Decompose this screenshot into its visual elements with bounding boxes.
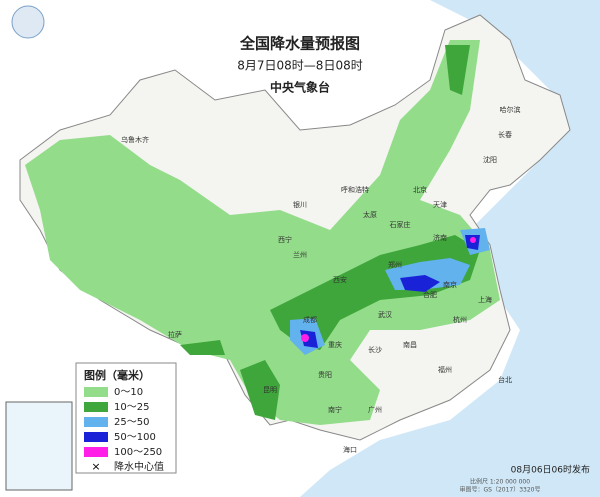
subtitle: 8月7日08时—8日08时 <box>237 59 362 73</box>
rain-25-50 <box>290 228 490 355</box>
legend-swatch <box>84 432 108 442</box>
legend-label: 10～25 <box>114 402 149 413</box>
city-label: 北京 <box>413 185 427 194</box>
rain-100-250 <box>470 237 476 243</box>
city-label: 沈阳 <box>483 155 497 164</box>
city-label: 武汉 <box>378 310 392 319</box>
title: 全国降水量预报图 <box>239 35 360 53</box>
agency: 中央气象台 <box>270 80 330 95</box>
issued-time: 08月06日06时发布 <box>511 464 590 476</box>
city-label: 银川 <box>293 200 307 209</box>
legend-label: 25～50 <box>114 417 149 428</box>
city-label: 重庆 <box>328 340 342 349</box>
legend-label: 降水中心值 <box>114 460 164 473</box>
city-label: 石家庄 <box>390 220 411 229</box>
city-label: 成都 <box>303 315 317 324</box>
legend-label: 50～100 <box>114 432 156 443</box>
city-label: 南京 <box>443 280 457 289</box>
legend-swatch <box>84 447 108 457</box>
logo <box>11 5 45 39</box>
legend-title: 图例（毫米） <box>84 368 150 382</box>
city-label: 西安 <box>333 275 347 284</box>
city-label: 南昌 <box>403 340 417 349</box>
city-label: 海口 <box>343 445 357 454</box>
city-label: 长春 <box>498 130 512 139</box>
sea <box>300 0 600 497</box>
city-label: 哈尔滨 <box>500 105 521 114</box>
city-label: 天津 <box>433 201 447 209</box>
city-label: 上海 <box>478 295 492 304</box>
city-label: 杭州 <box>453 315 467 324</box>
legend-symbol: × <box>91 460 100 473</box>
approval: 审图号：GS（2017）3320号 <box>460 486 541 494</box>
legend-label: 100～250 <box>114 447 162 458</box>
legend-swatch <box>84 387 108 397</box>
south-china-sea-inset <box>5 401 73 491</box>
legend-swatch <box>84 402 108 412</box>
city-label: 济南 <box>433 233 447 242</box>
city-label: 广州 <box>368 405 382 414</box>
city-label: 西宁 <box>278 235 292 244</box>
scale: 比例尺 1:20 000 000 <box>470 478 530 486</box>
rain-0-10 <box>25 40 500 425</box>
city-label: 呼和浩特 <box>341 185 369 194</box>
city-label: 郑州 <box>388 261 402 269</box>
city-label: 贵阳 <box>318 370 332 379</box>
legend-swatch <box>84 417 108 427</box>
city-label: 乌鲁木齐 <box>121 135 149 144</box>
city-label: 福州 <box>438 365 452 374</box>
city-label: 南宁 <box>328 405 342 414</box>
city-label: 昆明 <box>263 386 277 394</box>
city-label: 拉萨 <box>168 330 182 339</box>
city-label: 台北 <box>498 375 512 384</box>
legend-label: 0～10 <box>114 387 143 398</box>
city-label: 太原 <box>363 210 377 219</box>
city-label: 兰州 <box>293 250 307 259</box>
legend-items: 0～10 10～25 25～50 50～100 100～250 × 降水中心值 <box>84 387 164 473</box>
rain-100-250 <box>301 334 309 342</box>
city-label: 长沙 <box>368 345 382 354</box>
city-label: 合肥 <box>423 290 437 299</box>
